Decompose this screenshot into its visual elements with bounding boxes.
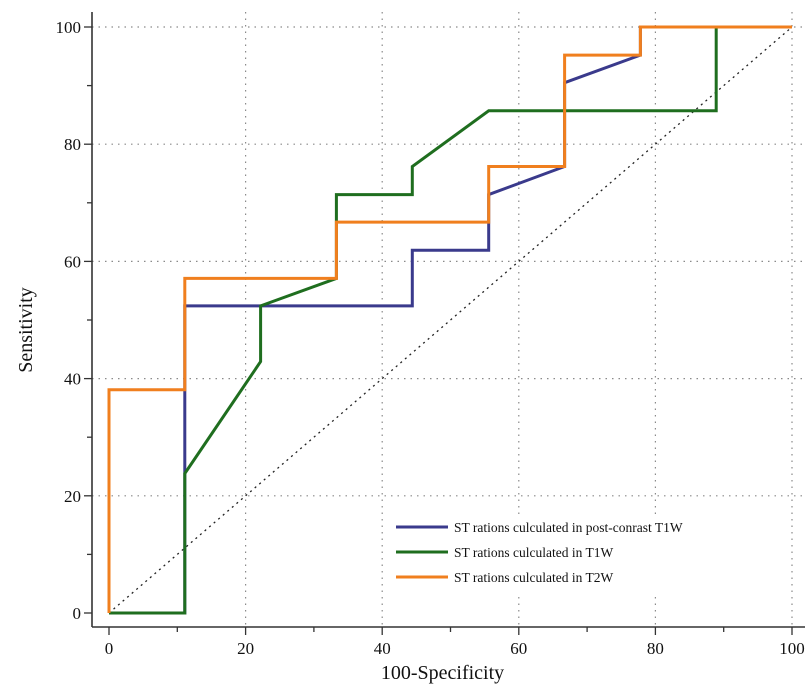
y-tick-label-80: 80: [64, 135, 81, 154]
legend-label-3: ST rations culculated in T2W: [454, 570, 613, 585]
series-line-2: [109, 25, 792, 615]
x-tick-label-80: 80: [647, 639, 664, 658]
x-axis-title: 100-Specificity: [381, 662, 504, 684]
y-tick-label-60: 60: [64, 252, 81, 271]
y-tick-label-0: 0: [73, 604, 82, 623]
y-tick-label-40: 40: [64, 370, 81, 389]
y-axis-title: Sensitivity: [15, 287, 37, 373]
y-tick-label-20: 20: [64, 487, 81, 506]
series-lines: [107, 25, 792, 615]
tick-labels: 0 20 40 60 80 100 0 20 40 60 80 100: [56, 18, 805, 658]
x-tick-label-100: 100: [779, 639, 805, 658]
legend-background: [388, 515, 780, 594]
legend-label-1: ST rations culculated in post-conrast T1…: [454, 520, 683, 535]
x-tick-label-20: 20: [237, 639, 254, 658]
series-line-3: [107, 25, 792, 613]
x-tick-label-40: 40: [374, 639, 391, 658]
y-tick-label-100: 100: [56, 18, 82, 37]
legend-label-2: ST rations culculated in T1W: [454, 545, 613, 560]
axes: [84, 12, 805, 635]
x-tick-label-0: 0: [105, 639, 114, 658]
x-tick-label-60: 60: [510, 639, 527, 658]
legend: ST rations culculated in post-conrast T1…: [388, 515, 780, 594]
